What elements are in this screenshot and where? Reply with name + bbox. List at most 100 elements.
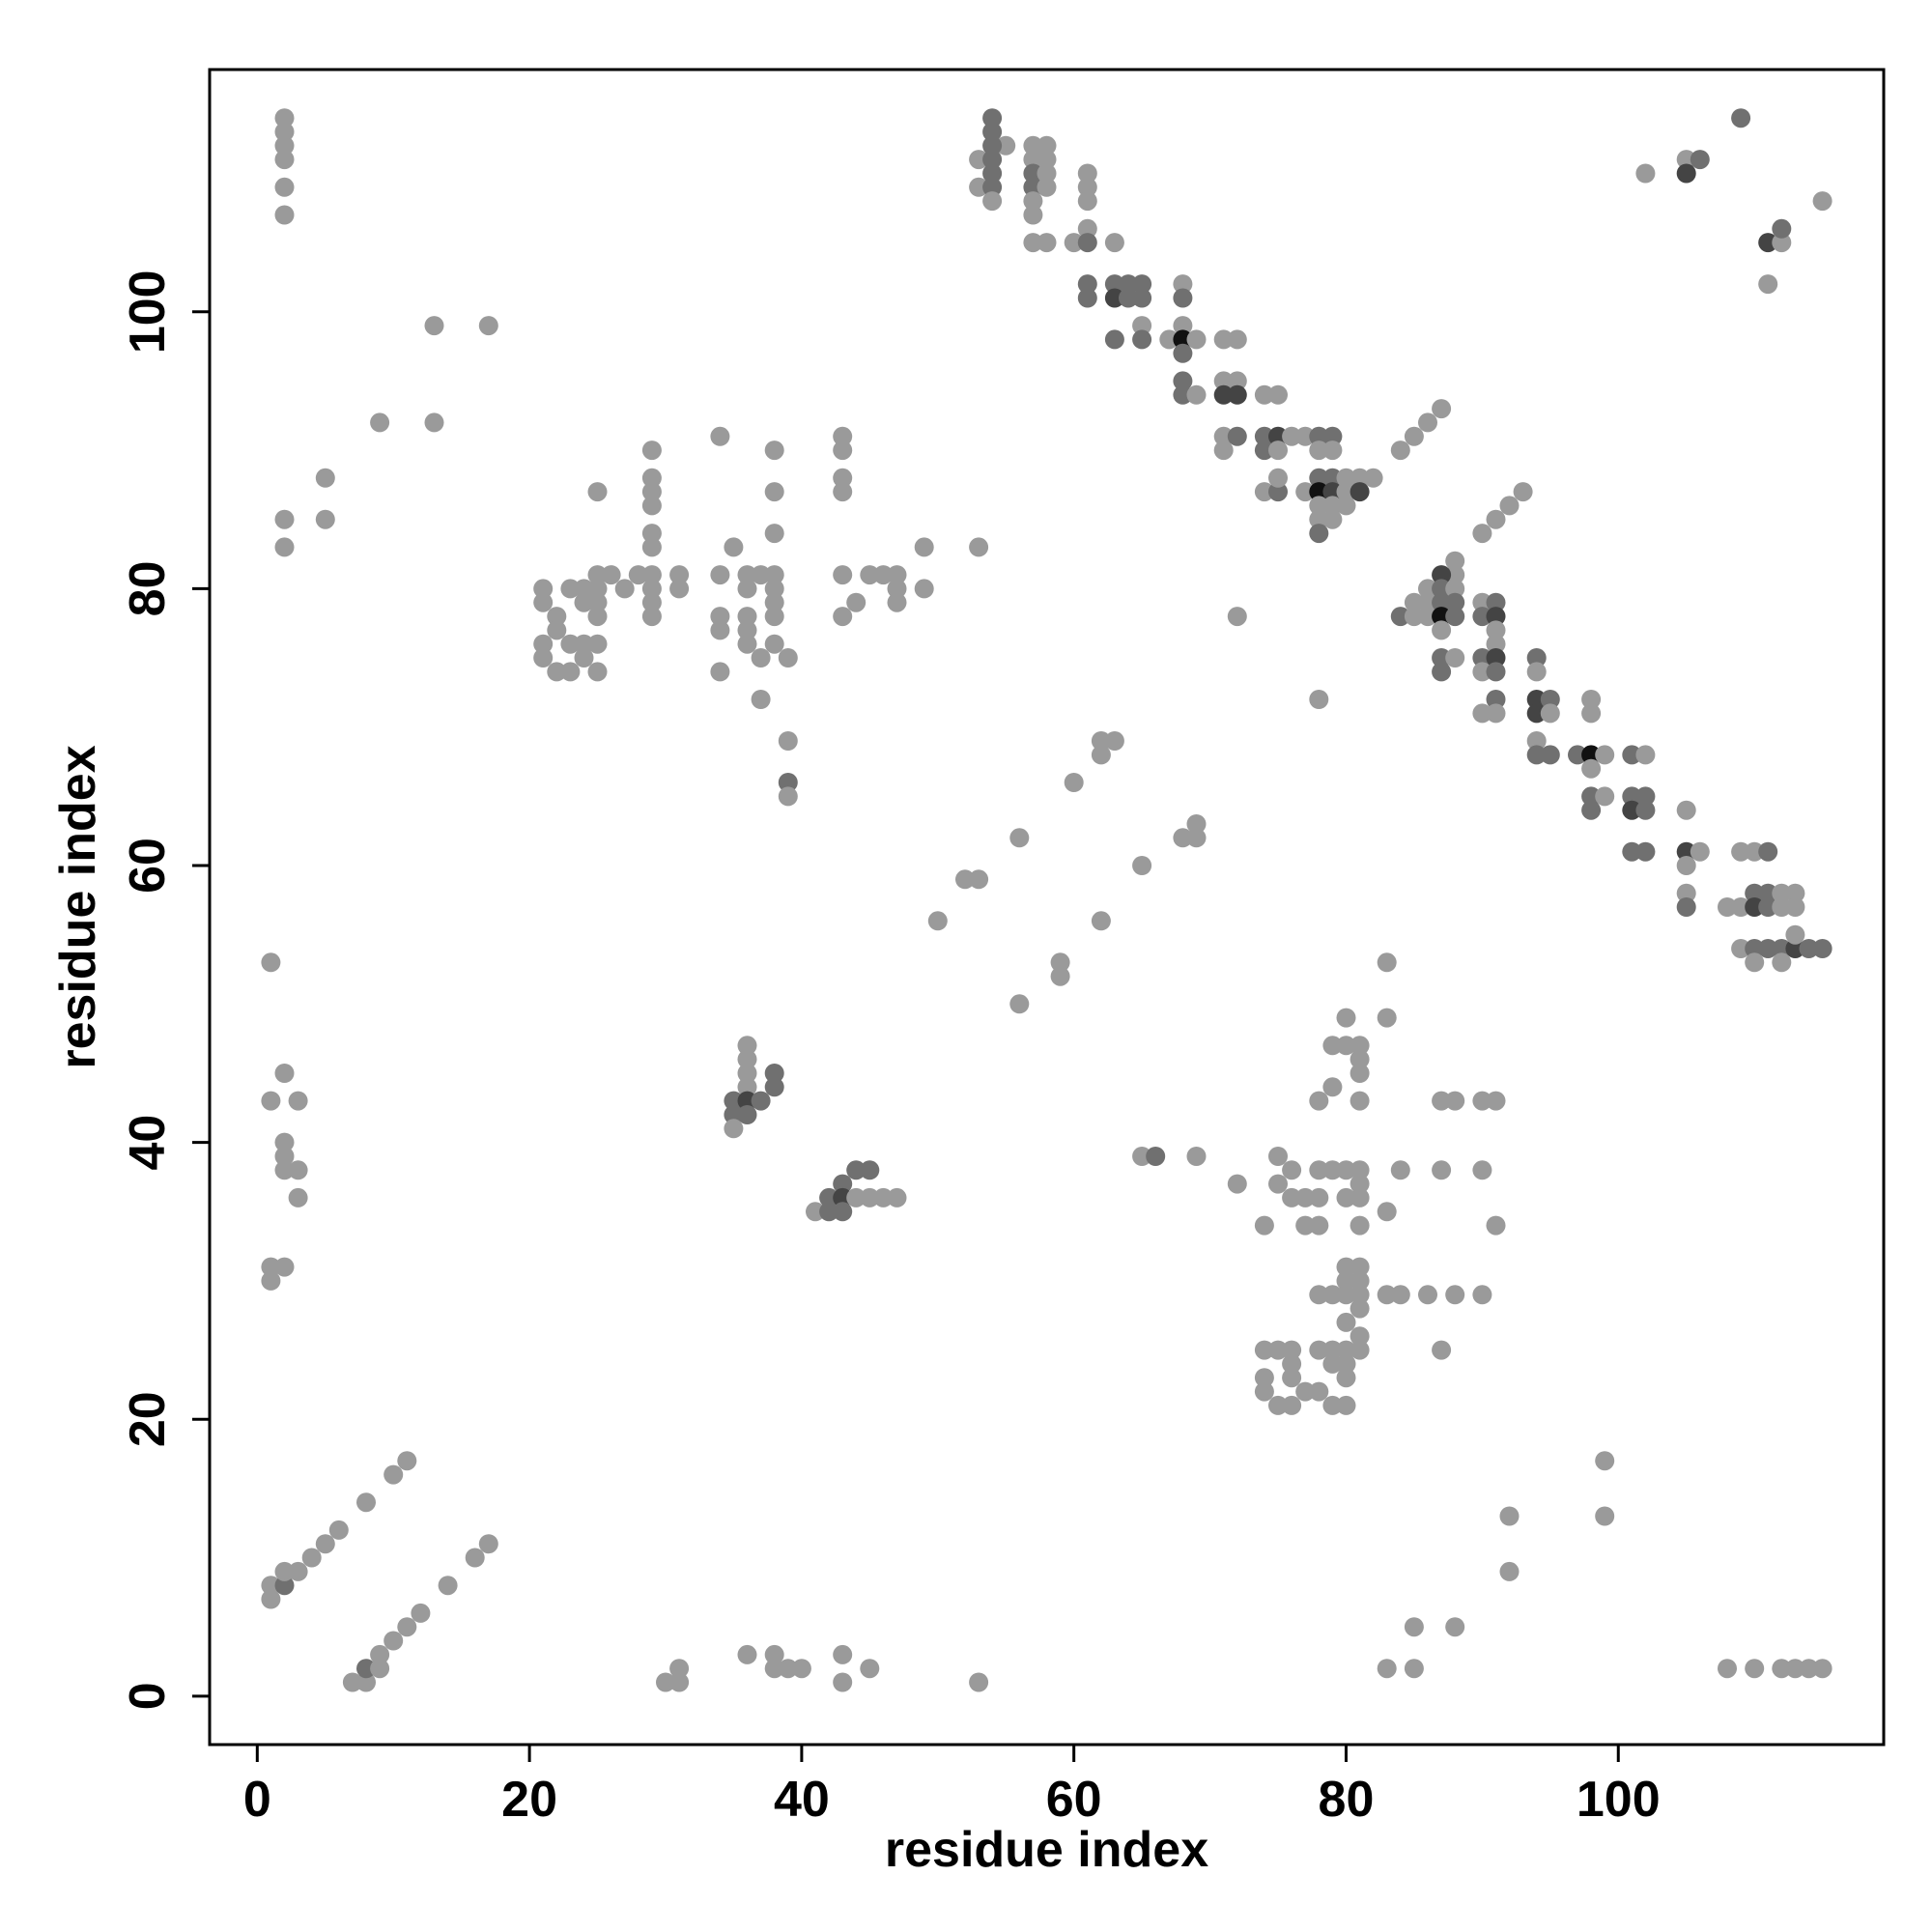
data-point bbox=[669, 1672, 690, 1692]
data-point bbox=[1077, 163, 1097, 184]
data-point bbox=[1050, 952, 1070, 973]
data-point bbox=[1268, 468, 1288, 488]
y-tick-label: 40 bbox=[120, 1115, 176, 1171]
data-point bbox=[791, 1659, 811, 1679]
data-point bbox=[641, 440, 662, 461]
data-point bbox=[1799, 939, 1819, 958]
data-point bbox=[1037, 233, 1057, 253]
data-point bbox=[587, 634, 608, 654]
data-point bbox=[982, 135, 1003, 156]
data-point bbox=[1432, 648, 1452, 668]
data-point bbox=[1254, 1340, 1274, 1360]
data-point bbox=[914, 537, 934, 557]
data-point bbox=[1227, 1174, 1247, 1194]
data-point bbox=[1132, 274, 1152, 295]
data-point bbox=[1282, 1368, 1302, 1388]
data-point bbox=[1309, 482, 1329, 502]
data-point bbox=[737, 620, 757, 640]
data-point bbox=[1350, 1187, 1370, 1208]
data-point bbox=[1336, 1270, 1356, 1291]
data-point bbox=[641, 482, 662, 502]
data-point bbox=[1377, 1202, 1397, 1222]
data-point bbox=[274, 108, 295, 128]
data-point bbox=[274, 509, 295, 529]
x-tick-label: 20 bbox=[501, 1772, 557, 1828]
data-point bbox=[724, 537, 744, 557]
data-point bbox=[1486, 648, 1506, 668]
data-point bbox=[873, 1187, 894, 1208]
data-point bbox=[669, 579, 690, 599]
data-point bbox=[833, 482, 853, 502]
data-point bbox=[737, 1077, 757, 1097]
data-point bbox=[764, 634, 784, 654]
data-point bbox=[996, 135, 1016, 156]
data-point bbox=[1336, 1285, 1356, 1305]
data-point bbox=[438, 1576, 458, 1596]
data-point bbox=[1526, 648, 1547, 668]
data-point bbox=[1268, 482, 1288, 502]
data-point bbox=[1581, 800, 1602, 820]
data-point bbox=[1377, 952, 1397, 973]
data-point bbox=[982, 108, 1003, 128]
data-point bbox=[778, 786, 798, 807]
data-point bbox=[1432, 592, 1452, 612]
data-point bbox=[1595, 1451, 1615, 1471]
data-point bbox=[1322, 1160, 1343, 1180]
data-point bbox=[261, 1270, 281, 1291]
data-point bbox=[860, 565, 880, 585]
data-point bbox=[1472, 1091, 1492, 1111]
data-point bbox=[1309, 1381, 1329, 1402]
data-point bbox=[1513, 482, 1533, 502]
data-point bbox=[1390, 1285, 1410, 1305]
data-point bbox=[1731, 108, 1751, 128]
data-point bbox=[641, 524, 662, 544]
data-point bbox=[1772, 218, 1792, 239]
data-point bbox=[1213, 329, 1234, 350]
data-point bbox=[1350, 482, 1370, 502]
data-point bbox=[1772, 883, 1792, 903]
data-point bbox=[1322, 509, 1343, 529]
data-point bbox=[737, 1105, 757, 1124]
data-point bbox=[1432, 662, 1452, 682]
data-point bbox=[574, 579, 594, 599]
data-point bbox=[764, 1659, 784, 1679]
data-point bbox=[587, 482, 608, 502]
data-point bbox=[1336, 1312, 1356, 1332]
data-point bbox=[1526, 703, 1547, 724]
data-point bbox=[1322, 1036, 1343, 1056]
x-tick-label: 60 bbox=[1046, 1772, 1102, 1828]
data-point bbox=[641, 607, 662, 627]
data-point bbox=[1322, 1353, 1343, 1374]
data-point bbox=[1363, 468, 1383, 488]
data-point bbox=[887, 579, 907, 599]
data-point bbox=[1309, 426, 1329, 446]
data-point bbox=[982, 163, 1003, 184]
data-point bbox=[533, 579, 554, 599]
data-point bbox=[969, 537, 989, 557]
data-point bbox=[1377, 1008, 1397, 1028]
data-point bbox=[764, 592, 784, 612]
data-point bbox=[833, 1187, 853, 1208]
data-point bbox=[1309, 496, 1329, 516]
data-point bbox=[710, 426, 730, 446]
data-point bbox=[274, 537, 295, 557]
data-point bbox=[1581, 758, 1602, 779]
data-point bbox=[914, 579, 934, 599]
data-point bbox=[764, 1064, 784, 1083]
data-point bbox=[1077, 177, 1097, 197]
data-point bbox=[1336, 1395, 1356, 1415]
data-point bbox=[1718, 897, 1737, 917]
data-point bbox=[1119, 288, 1138, 308]
data-point bbox=[1336, 1008, 1356, 1028]
data-point bbox=[1254, 1215, 1274, 1236]
x-tick-label: 40 bbox=[774, 1772, 830, 1828]
data-point bbox=[1336, 1036, 1356, 1056]
data-point bbox=[1622, 800, 1642, 820]
data-point bbox=[710, 662, 730, 682]
data-point bbox=[1635, 800, 1656, 820]
data-point bbox=[1432, 565, 1452, 585]
data-point bbox=[1499, 1561, 1520, 1581]
data-point bbox=[1309, 524, 1329, 544]
data-point bbox=[424, 412, 444, 433]
data-point bbox=[1268, 426, 1288, 446]
